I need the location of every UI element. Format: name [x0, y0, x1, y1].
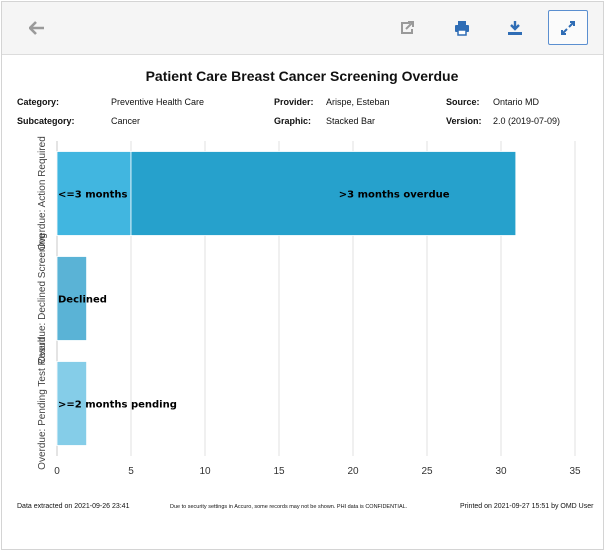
bar-0: [56, 151, 132, 236]
x-tick-label-7: 35: [569, 466, 581, 477]
x-tick-label-3: 15: [273, 466, 285, 477]
share-icon: [401, 21, 414, 34]
graphic-label: Graphic:: [274, 116, 312, 126]
footer-printed: Printed on 2021-09-27 15:51 by OMD User: [460, 503, 594, 510]
category-label-1: Overdue: Declined Screening: [37, 233, 48, 364]
subcategory-value: Cancer: [111, 116, 141, 126]
bar-3: [56, 361, 88, 446]
bar-1: [130, 151, 517, 236]
provider-value: Arispe, Esteban: [326, 97, 390, 107]
print-button[interactable]: [445, 11, 479, 45]
source-value: Ontario MD: [493, 97, 540, 107]
provider-label: Provider:: [274, 97, 314, 107]
subcategory-label: Subcategory:: [17, 116, 75, 126]
printer-icon: [455, 21, 469, 36]
x-tick-label-2: 10: [199, 466, 211, 477]
expand-button[interactable]: [548, 10, 588, 45]
bar-2: [56, 256, 88, 341]
report-title: Patient Care Breast Cancer Screening Ove…: [145, 68, 459, 84]
bar-label-2: Declined: [58, 295, 107, 306]
bar-label-0: <=3 months Overdue: [58, 190, 179, 201]
expand-icon: [561, 20, 575, 35]
x-tick-label-0: 0: [54, 466, 60, 477]
category-label-0: Overdue: Action Required: [37, 136, 48, 251]
export-button[interactable]: [498, 11, 532, 45]
source-label: Source:: [446, 97, 480, 107]
graphic-value: Stacked Bar: [326, 116, 376, 126]
category-label-2: Overdue: Pending Test Result: [37, 337, 48, 470]
category-value: Preventive Health Care: [111, 97, 205, 107]
bar-label-1: >3 months overdue: [339, 190, 450, 201]
version-value: 2.0 (2019-07-09): [493, 116, 561, 126]
back-button[interactable]: [20, 11, 54, 45]
category-label: Category:: [17, 97, 60, 107]
x-tick-label-5: 25: [421, 466, 433, 477]
arrow-left-icon: [29, 21, 44, 35]
footer-extracted: Data extracted on 2021-09-26 23:41: [17, 503, 130, 510]
toolbar: [2, 2, 603, 55]
x-tick-label-4: 20: [347, 466, 359, 477]
footer-notice: Due to security settings in Accuro, some…: [170, 504, 408, 510]
bar-label-3: >=2 months pending: [58, 400, 177, 411]
download-icon: [508, 21, 522, 35]
version-label: Version:: [446, 116, 482, 126]
x-tick-label-6: 30: [495, 466, 507, 477]
share-button[interactable]: [390, 11, 424, 45]
x-tick-label-1: 5: [128, 466, 134, 477]
